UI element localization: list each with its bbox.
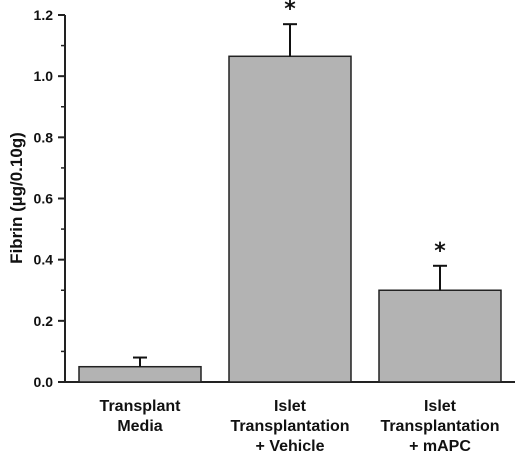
y-tick-label: 0.6 [34, 191, 54, 207]
y-tick-label: 0.0 [34, 374, 54, 390]
y-tick-label: 1.0 [34, 68, 54, 84]
x-category-label: Islet [274, 398, 307, 415]
y-tick-label: 0.4 [34, 252, 54, 268]
x-category-label: Transplant [100, 398, 182, 415]
error-bars [133, 23, 447, 367]
significance-star: * [284, 0, 296, 22]
y-tick-label: 0.2 [34, 313, 54, 329]
y-tick-label: 0.8 [34, 129, 54, 145]
bar [228, 55, 352, 383]
bar [378, 289, 502, 383]
x-category-label: Transplantation [380, 418, 499, 435]
y-axis-label: Fibrin (µg/0.10g) [7, 132, 26, 264]
y-tick-label: 1.2 [34, 7, 54, 23]
y-axis-ticks: 0.0 0.2 0.4 0.6 0.8 1.0 1.2 [34, 7, 65, 390]
x-category-label: + mAPC [409, 438, 471, 455]
significance-star: * [434, 239, 446, 264]
significance-markers: ** [284, 0, 446, 264]
x-category-label: + Vehicle [256, 438, 325, 455]
bar [78, 365, 202, 383]
x-category-label: Transplantation [230, 418, 349, 435]
bars [78, 55, 502, 383]
category-labels: Transplant Media Islet Transplantation + Veh… [100, 398, 500, 455]
x-category-label: Islet [424, 398, 457, 415]
x-category-label: Media [117, 418, 162, 435]
